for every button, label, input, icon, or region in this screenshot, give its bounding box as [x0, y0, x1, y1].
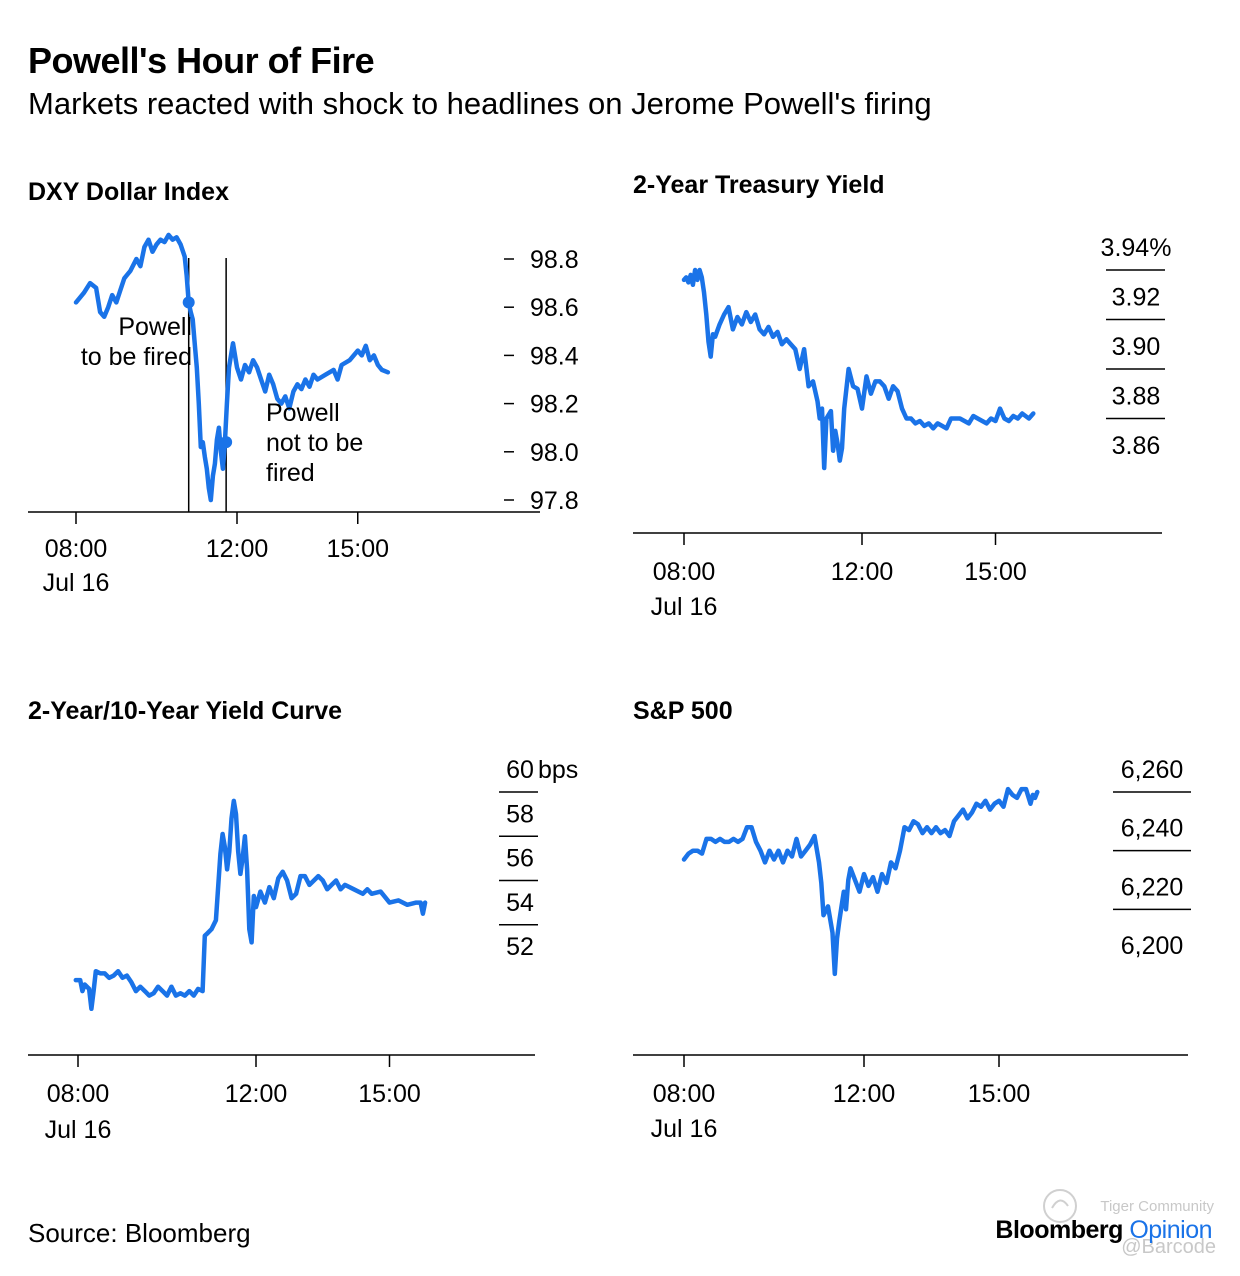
y-tick-label: 3.94%: [1101, 234, 1172, 262]
y-tick-label: 3.86: [1112, 432, 1161, 460]
y-tick-label: 3.90: [1112, 333, 1161, 361]
panel-title: DXY Dollar Index: [28, 178, 229, 206]
y-tick-label: 6,200: [1121, 932, 1184, 960]
brand-logo: Bloomberg Opinion: [995, 1216, 1212, 1245]
watermark-text: Tiger Community: [1100, 1198, 1214, 1215]
y-tick-label: 58: [506, 800, 534, 828]
series-line: [681, 267, 1036, 471]
y-tick-label: 3.88: [1112, 383, 1161, 411]
annotation-label: not to be: [266, 429, 363, 457]
brand-accent: Opinion: [1129, 1216, 1212, 1244]
x-tick-label: 12:00: [833, 1080, 896, 1108]
x-tick-label: 12:00: [831, 558, 894, 586]
watermark-icon: [1043, 1189, 1077, 1223]
y-tick-label: 98.6: [530, 294, 579, 322]
chart-panel-3: 2-Year/10-Year Yield Curve 08:00 12:00 15:0…: [28, 697, 578, 1144]
annotation-label: Powell: [266, 399, 340, 427]
x-tick-label: 15:00: [964, 558, 1027, 586]
y-tick-label: 98.2: [530, 391, 579, 419]
series-line: [73, 798, 428, 1012]
y-tick-label: 56: [506, 845, 534, 873]
chart-subtitle: Markets reacted with shock to headlines …: [28, 86, 932, 121]
date-label: Jul 16: [43, 569, 110, 597]
y-tick-label: 98.8: [530, 246, 579, 274]
x-tick-label: 15:00: [326, 535, 389, 563]
y-tick-label: 6,240: [1121, 815, 1184, 843]
chart-panel-2: 2-Year Treasury Yield 08:00 12:00 15:00 Jul …: [633, 171, 1171, 621]
annotation-label: fired: [266, 459, 315, 487]
x-tick-label: 15:00: [968, 1080, 1031, 1108]
brand-main: Bloomberg: [995, 1216, 1123, 1244]
x-tick-label: 08:00: [653, 1080, 716, 1108]
watermark-handle: @Barcode: [1121, 1236, 1216, 1258]
x-tick-label: 08:00: [45, 535, 108, 563]
y-unit-label: bps: [538, 756, 578, 784]
y-tick-label: 54: [506, 889, 534, 917]
y-tick-label: 97.8: [530, 487, 579, 515]
date-label: Jul 16: [651, 593, 718, 621]
chart-panel-4: S&P 500 08:00 12:00 15:00 Jul 16 6,260 6,240 6,…: [633, 697, 1191, 1143]
y-tick-label: 98.0: [530, 439, 579, 467]
annotation-label: Powell: [118, 313, 192, 341]
x-tick-label: 15:00: [358, 1080, 421, 1108]
panel-title: 2-Year Treasury Yield: [633, 171, 885, 199]
chart-panel-1: DXY Dollar Index 08:00 12:00 15:00 Jul 16 98.…: [28, 178, 579, 597]
series-line: [73, 232, 391, 503]
y-tick-label: 6,260: [1121, 756, 1184, 784]
x-tick-label: 12:00: [225, 1080, 288, 1108]
chart-title: Powell's Hour of Fire: [28, 40, 375, 81]
date-label: Jul 16: [45, 1116, 112, 1144]
annotation-marker: [182, 296, 195, 309]
annotation-label: to be fired: [81, 343, 192, 371]
source-note: Source: Bloomberg: [28, 1218, 251, 1248]
x-tick-label: 08:00: [47, 1080, 110, 1108]
x-tick-label: 08:00: [653, 558, 716, 586]
y-tick-label: 52: [506, 933, 534, 961]
y-tick-label: 6,220: [1121, 873, 1184, 901]
date-label: Jul 16: [651, 1115, 718, 1143]
x-tick-label: 12:00: [206, 535, 269, 563]
series-line: [681, 786, 1040, 977]
panel-title: S&P 500: [633, 697, 733, 725]
y-tick-label: 60: [506, 756, 534, 784]
annotation-marker: [220, 436, 233, 449]
y-tick-label: 3.92: [1112, 284, 1161, 312]
y-tick-label: 98.4: [530, 342, 579, 370]
panel-title: 2-Year/10-Year Yield Curve: [28, 697, 342, 725]
